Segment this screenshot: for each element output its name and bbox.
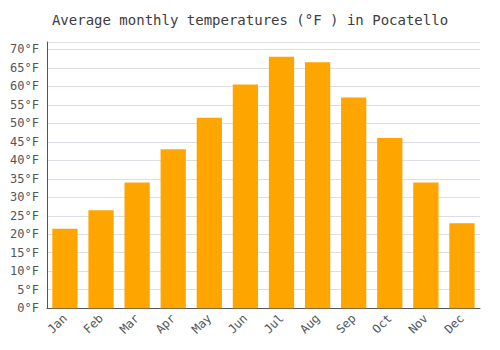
svg-text:Sep: Sep [333, 311, 358, 336]
svg-text:30°F: 30°F [10, 190, 39, 204]
svg-text:35°F: 35°F [10, 172, 39, 186]
svg-text:60°F: 60°F [10, 79, 39, 93]
svg-text:Apr: Apr [153, 311, 178, 336]
svg-text:Jan: Jan [45, 311, 70, 336]
svg-text:Average monthly temperatures (: Average monthly temperatures (°F ) in Po… [52, 12, 448, 28]
svg-text:20°F: 20°F [10, 227, 39, 241]
svg-text:0°F: 0°F [17, 301, 39, 315]
svg-text:50°F: 50°F [10, 116, 39, 130]
svg-text:45°F: 45°F [10, 135, 39, 149]
svg-text:Jun: Jun [225, 311, 250, 336]
svg-text:5°F: 5°F [17, 283, 39, 297]
svg-text:May: May [189, 311, 214, 336]
svg-text:15°F: 15°F [10, 246, 39, 260]
svg-text:Feb: Feb [81, 311, 106, 336]
svg-text:55°F: 55°F [10, 98, 39, 112]
svg-text:Jul: Jul [261, 311, 286, 336]
svg-text:Oct: Oct [370, 311, 395, 336]
svg-text:Dec: Dec [442, 311, 467, 336]
svg-text:65°F: 65°F [10, 61, 39, 75]
svg-text:25°F: 25°F [10, 209, 39, 223]
svg-text:10°F: 10°F [10, 264, 39, 278]
svg-text:Aug: Aug [297, 311, 322, 336]
svg-text:Nov: Nov [406, 311, 431, 336]
svg-text:40°F: 40°F [10, 153, 39, 167]
svg-text:Mar: Mar [117, 311, 142, 336]
svg-text:70°F: 70°F [10, 42, 39, 56]
